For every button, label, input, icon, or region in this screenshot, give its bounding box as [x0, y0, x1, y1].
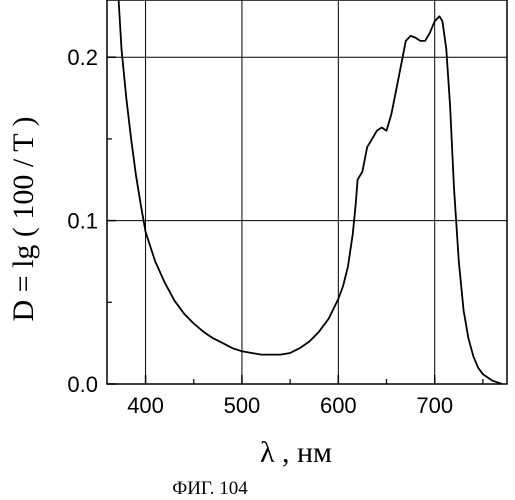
axis-ticks: 400 500 600 700 0.0 0.1 0.2: [67, 45, 484, 418]
x-tick-label-600: 600: [320, 393, 357, 418]
plot-frame: [106, 0, 508, 385]
x-axis-title: λ , нм: [260, 436, 332, 469]
y-tick-label-0.2: 0.2: [67, 45, 98, 70]
y-axis-title: D = lg ( 100 / T ): [7, 117, 40, 322]
series-layer: [117, 0, 503, 385]
y-tick-label-0.0: 0.0: [67, 372, 98, 397]
y-tick-label-0.1: 0.1: [67, 209, 98, 234]
grid-lines: [107, 0, 507, 384]
x-tick-label-700: 700: [416, 393, 453, 418]
series-line-absorbance: [117, 0, 503, 385]
figure-caption: ФИГ. 104: [172, 478, 248, 499]
x-tick-label-400: 400: [127, 393, 164, 418]
x-tick-label-500: 500: [224, 393, 261, 418]
